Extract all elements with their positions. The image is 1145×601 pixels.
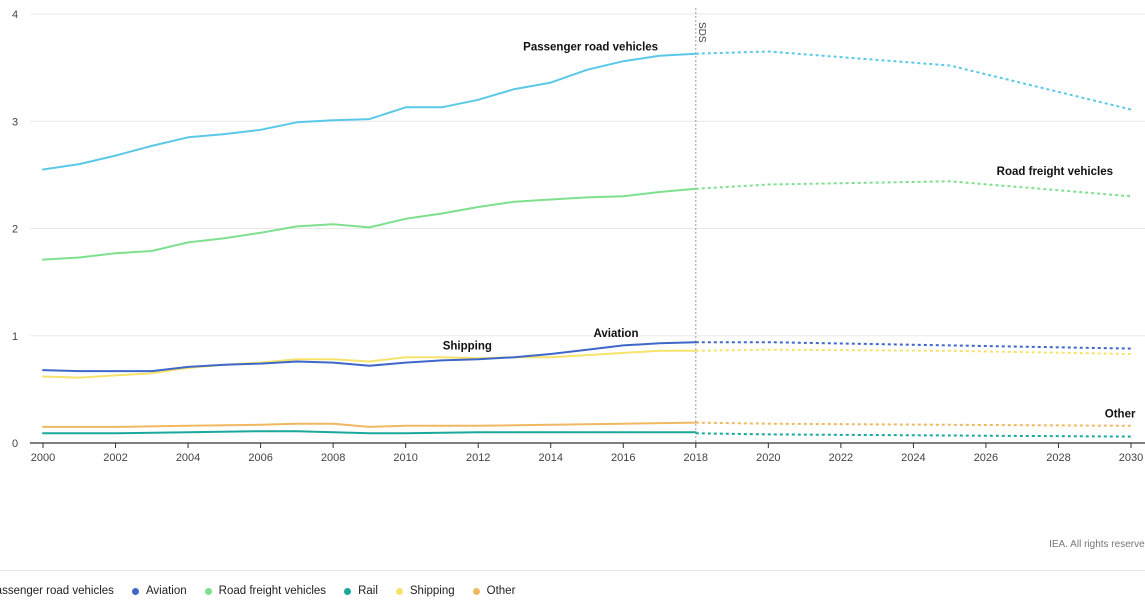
legend-item-aviation[interactable]: Aviation xyxy=(131,585,187,597)
x-tick-label: 2002 xyxy=(103,452,127,464)
legend-item-rail[interactable]: Rail xyxy=(344,585,378,597)
series-line-road-freight-vehicles xyxy=(42,187,697,261)
x-tick-label: 2004 xyxy=(176,452,200,464)
series-lines: SDS xyxy=(42,8,1132,443)
legend-item-shipping[interactable]: Shipping xyxy=(395,585,455,597)
y-tick-label: 2 xyxy=(12,224,18,236)
x-tick-label: 2008 xyxy=(321,452,345,464)
legend-label: Road freight vehicles xyxy=(218,585,327,597)
annotation-road-freight-vehicles: Road freight vehicles xyxy=(997,166,1113,178)
series-projection-other xyxy=(695,421,1132,427)
x-tick-label: 2026 xyxy=(974,452,998,464)
chart-legend: Passenger road vehicles Aviation Road frei… xyxy=(0,585,515,597)
gridlines xyxy=(30,13,1145,444)
legend-swatch xyxy=(472,587,480,595)
annotation-aviation: Aviation xyxy=(594,328,639,340)
legend-label: Rail xyxy=(358,585,378,597)
legend-swatch xyxy=(344,587,352,595)
legend-label: Shipping xyxy=(409,585,455,597)
series-annotations: Passenger road vehicles Road freight vehi… xyxy=(443,41,1136,420)
x-tick-label: 2030 xyxy=(1119,452,1143,464)
series-projection-rail xyxy=(695,432,1132,438)
series-projection-aviation xyxy=(695,341,1132,350)
series-line-rail xyxy=(42,430,697,435)
x-tick-label: 2000 xyxy=(31,452,55,464)
legend-item-other[interactable]: Other xyxy=(472,585,516,597)
x-tick-label: 2006 xyxy=(248,452,272,464)
x-tick-label: 2018 xyxy=(684,452,708,464)
series-projection-shipping xyxy=(695,348,1132,355)
annotation-passenger-road-vehicles: Passenger road vehicles xyxy=(523,41,658,53)
projection-marker-label: SDS xyxy=(696,22,707,43)
y-tick-label: 4 xyxy=(12,9,18,21)
legend-label: Other xyxy=(486,585,516,597)
legend-item-passenger-road-vehicles[interactable]: Passenger road vehicles xyxy=(0,585,114,597)
series-projection-road-freight-vehicles xyxy=(695,180,1132,198)
source-credit: IEA. All rights reserved. xyxy=(1049,539,1145,550)
series-projection-passenger-road-vehicles xyxy=(695,50,1132,111)
x-tick-label: 2012 xyxy=(466,452,490,464)
y-tick-label: 1 xyxy=(12,331,18,343)
legend-swatch xyxy=(131,587,139,595)
x-tick-label: 2022 xyxy=(829,452,853,464)
annotation-shipping: Shipping xyxy=(443,341,492,353)
legend-label: Passenger road vehicles xyxy=(0,585,114,597)
y-axis-ticks: 0 1 2 3 4 xyxy=(12,9,18,450)
legend-swatch xyxy=(204,587,212,595)
x-tick-label: 2010 xyxy=(393,452,417,464)
x-tick-label: 2014 xyxy=(538,452,562,464)
x-axis-ticks: 2000 2002 2004 2006 2008 2010 2012 2014 2016 2018… xyxy=(31,443,1143,464)
legend-swatch xyxy=(395,587,403,595)
x-tick-label: 2016 xyxy=(611,452,635,464)
y-tick-label: 0 xyxy=(12,438,18,450)
series-line-other xyxy=(42,421,697,428)
x-tick-label: 2020 xyxy=(756,452,780,464)
x-tick-label: 2024 xyxy=(901,452,925,464)
y-tick-label: 3 xyxy=(12,116,18,128)
annotation-other: Other xyxy=(1105,408,1136,420)
series-line-shipping xyxy=(42,349,697,379)
legend-label: Aviation xyxy=(145,585,187,597)
series-line-aviation xyxy=(42,341,697,373)
series-line-passenger-road-vehicles xyxy=(42,52,697,171)
x-tick-label: 2028 xyxy=(1046,452,1070,464)
legend-item-road-freight-vehicles[interactable]: Road freight vehicles xyxy=(204,585,327,597)
legend-divider xyxy=(0,570,1145,571)
